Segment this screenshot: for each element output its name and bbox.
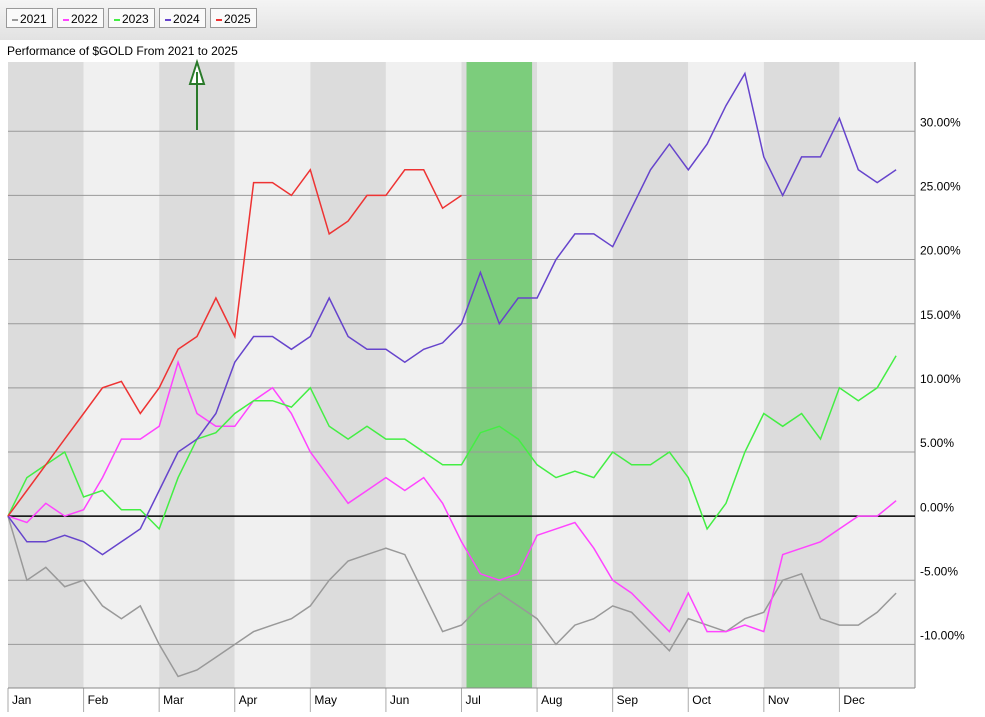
y-tick-label: 0.00% bbox=[920, 500, 954, 514]
series-line bbox=[7, 359, 897, 633]
month-band bbox=[385, 62, 462, 688]
y-tick-label: 30.00% bbox=[920, 115, 961, 129]
legend-label: 2021 bbox=[20, 12, 47, 26]
legend-swatch bbox=[216, 18, 222, 21]
legend-label: 2025 bbox=[224, 12, 251, 26]
chart: Performance of $GOLD From 2021 to 2025 J… bbox=[7, 40, 985, 712]
legend-button[interactable]: 2025 bbox=[210, 8, 257, 28]
y-tick-label: -5.00% bbox=[920, 564, 958, 578]
y-tick-label: 20.00% bbox=[920, 244, 961, 258]
month-band bbox=[83, 62, 160, 688]
x-tick-label: Oct bbox=[692, 693, 711, 707]
highlight bbox=[466, 62, 533, 688]
y-tick-label: 15.00% bbox=[920, 308, 961, 322]
x-tick-label: Mar bbox=[163, 693, 184, 707]
month-band bbox=[310, 62, 386, 688]
x-tick-label: Nov bbox=[768, 693, 789, 707]
legend-button[interactable]: 2023 bbox=[108, 8, 155, 28]
month-band bbox=[763, 62, 840, 688]
series-line bbox=[7, 355, 897, 531]
x-tick-label: Jul bbox=[466, 693, 481, 707]
arrow bbox=[188, 58, 206, 130]
month-band bbox=[688, 62, 764, 688]
y-tick-label: -10.00% bbox=[920, 629, 965, 643]
y-tick-label: 5.00% bbox=[920, 436, 954, 450]
x-tick-label: Sep bbox=[617, 693, 639, 707]
legend-label: 2023 bbox=[122, 12, 149, 26]
legend-swatch bbox=[114, 18, 120, 21]
x-tick-label: Feb bbox=[88, 693, 109, 707]
legend-swatch bbox=[63, 18, 69, 21]
axis-area bbox=[915, 40, 985, 688]
month-band bbox=[159, 62, 235, 688]
series-line bbox=[7, 168, 462, 517]
legend: 2021 2022 2023 2024 2025 bbox=[0, 0, 985, 40]
y-tick-label: 25.00% bbox=[920, 180, 961, 194]
x-tick-label: Aug bbox=[541, 693, 562, 707]
month-band bbox=[839, 62, 915, 688]
legend-button[interactable]: 2024 bbox=[159, 8, 206, 28]
series-line bbox=[7, 71, 897, 556]
legend-swatch bbox=[165, 18, 171, 21]
legend-button[interactable]: 2022 bbox=[57, 8, 104, 28]
month-band bbox=[612, 62, 689, 688]
x-tick-label: Jun bbox=[390, 693, 409, 707]
month-band bbox=[537, 62, 613, 688]
legend-button[interactable]: 2021 bbox=[6, 8, 53, 28]
legend-label: 2022 bbox=[71, 12, 98, 26]
x-tick-label: May bbox=[314, 693, 337, 707]
legend-label: 2024 bbox=[173, 12, 200, 26]
x-tick-label: Apr bbox=[239, 693, 258, 707]
legend-swatch bbox=[12, 18, 18, 21]
x-tick-label: Jan bbox=[12, 693, 31, 707]
month-band bbox=[8, 62, 84, 688]
x-tick-label: Dec bbox=[843, 693, 864, 707]
chart-title: Performance of $GOLD From 2021 to 2025 bbox=[7, 44, 238, 58]
month-band bbox=[234, 62, 311, 688]
y-tick-label: 10.00% bbox=[920, 372, 961, 386]
series-line bbox=[7, 515, 897, 678]
